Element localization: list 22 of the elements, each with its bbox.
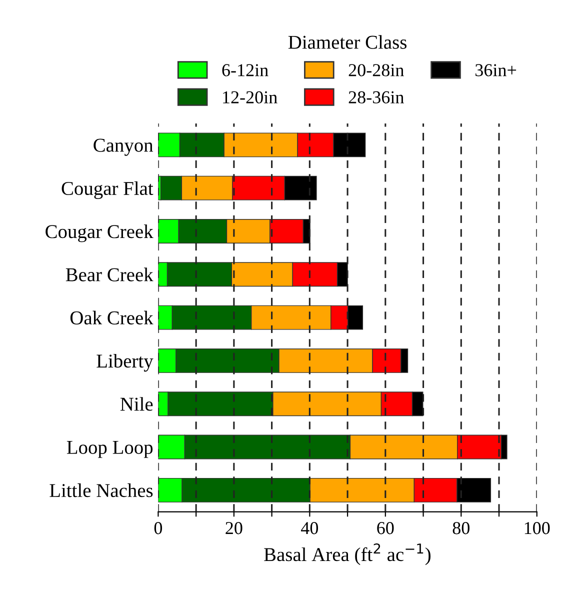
legend-label: 12-20in bbox=[223, 91, 278, 104]
y-tick-label: Cougar Creek bbox=[46, 224, 154, 242]
x-tick-label: 60 bbox=[377, 522, 394, 534]
x-tick-label: 0 bbox=[154, 522, 162, 534]
legend-label: 20-28in bbox=[348, 64, 404, 76]
x-tick-label: 80 bbox=[452, 522, 470, 534]
y-tick-label: Nile bbox=[120, 397, 153, 411]
y-tick-label: Bear Creek bbox=[66, 268, 154, 282]
y-tick-label: Little Naches bbox=[50, 483, 153, 498]
legend-title: Diameter Class bbox=[288, 35, 406, 49]
y-tick-label: Cougar Flat bbox=[62, 181, 154, 200]
y-tick-label: Loop Loop bbox=[66, 441, 153, 458]
legend-label: 28-36in bbox=[348, 91, 404, 104]
x-axis-title: Basal Area (ft$^{2}$ ac$^{−1}$) bbox=[264, 543, 430, 566]
x-tick-label: 40 bbox=[300, 522, 318, 534]
legend-label: 6-12in bbox=[222, 64, 268, 76]
x-tick-label: 20 bbox=[226, 522, 242, 534]
x-tick-label: 100 bbox=[524, 522, 550, 534]
legend-label: 36in+ bbox=[476, 64, 516, 76]
y-tick-label: Oak Creek bbox=[70, 310, 154, 324]
y-tick-label: Canyon bbox=[94, 138, 154, 156]
y-tick-label: Liberty bbox=[96, 354, 154, 372]
